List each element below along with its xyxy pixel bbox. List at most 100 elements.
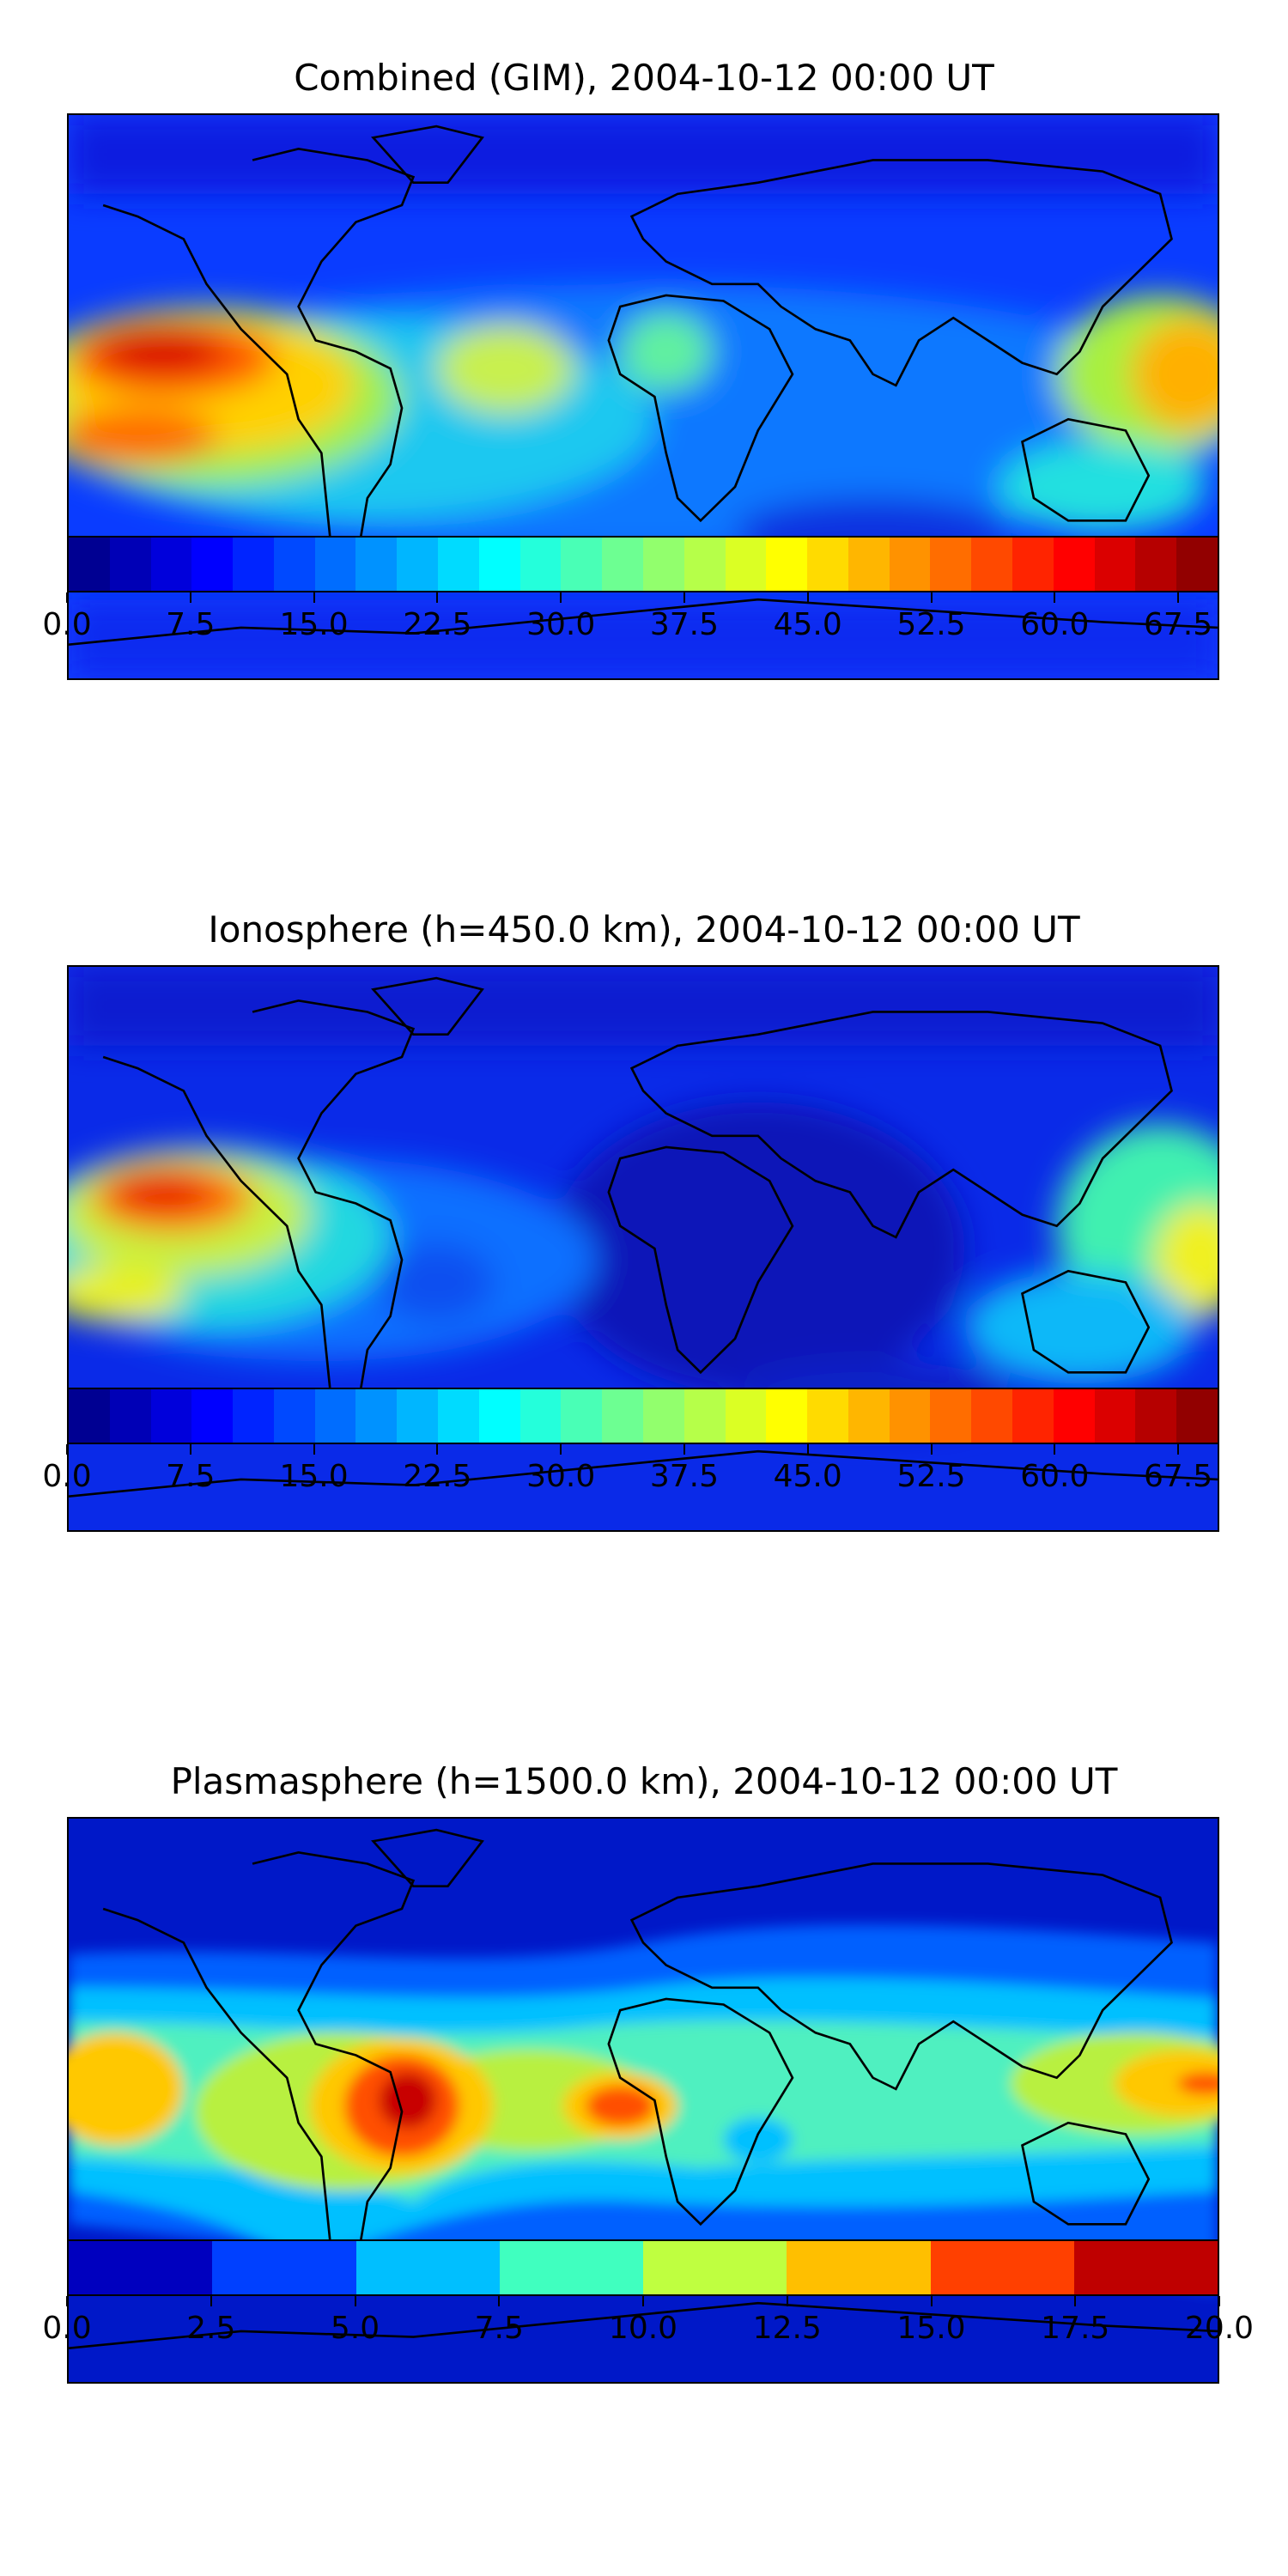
colorbar-tick (313, 1444, 315, 1455)
colorbar-tick (1177, 1444, 1180, 1455)
colorbar-tick (930, 592, 933, 603)
colorbar-segment (683, 538, 726, 591)
colorbar-segment (889, 1389, 931, 1443)
colorbar-tick-label: 60.0 (1020, 1459, 1090, 1494)
colorbar-segment (766, 1389, 808, 1443)
colorbar-segment (478, 538, 520, 591)
colorbar-segment (1053, 538, 1095, 591)
map-title-combined: Combined (GIM), 2004-10-12 00:00 UT (294, 57, 994, 99)
coastlines (69, 125, 1218, 646)
colorbar-segment (397, 538, 439, 591)
colorbar-segment (314, 1389, 356, 1443)
colorbar-segment (971, 538, 1012, 591)
colorbar-segment (109, 1389, 151, 1443)
colorbar-tick (930, 2296, 933, 2306)
colorbar-tick (683, 1444, 685, 1455)
colorbar-tick-label: 15.0 (279, 607, 349, 642)
colorbar-segment (355, 1389, 398, 1443)
colorbar-segment (1094, 538, 1136, 591)
colorbar-segment (519, 538, 562, 591)
colorbar-tick-label: 67.5 (1143, 1459, 1213, 1494)
colorbar-segment (642, 1389, 684, 1443)
colorbar-segment (355, 538, 398, 591)
colorbar-segment (69, 2241, 213, 2294)
colorbar-tick-label: 15.0 (279, 1459, 349, 1494)
colorbar-ticks-combined: 0.0 7.5 15.0 22.5 30.0 37.5 45.0 52.5 60.0 67.5 (42, 592, 1219, 644)
colorbar-tick-label: 37.5 (649, 607, 719, 642)
colorbar-tick-label: 52.5 (896, 607, 966, 642)
colorbar-tick (806, 1444, 809, 1455)
colorbar-segment (1053, 1389, 1095, 1443)
colorbar-segment (191, 538, 234, 591)
colorbar-tick-label: 30.0 (526, 1459, 596, 1494)
colorbar-segment (683, 1389, 726, 1443)
colorbar-tick-label: 7.5 (166, 607, 216, 642)
colorbar-tick-label: 0.0 (42, 607, 92, 642)
colorbar-tick-label: 5.0 (330, 2311, 380, 2346)
colorbar-tick (560, 592, 562, 603)
map-title-plasmasphere: Plasmasphere (h=1500.0 km), 2004-10-12 0… (170, 1760, 1118, 1802)
colorbar-segment (725, 538, 767, 591)
colorbar-tick-label: 60.0 (1020, 607, 1090, 642)
colorbar-segment (397, 1389, 439, 1443)
colorbar-segment (930, 538, 972, 591)
colorbar-segment (191, 1389, 234, 1443)
colorbar-segment (273, 538, 315, 591)
colorbar-tick-label: 7.5 (474, 2311, 524, 2346)
colorbar-segment (233, 1389, 274, 1443)
colorbar-tick (1054, 1444, 1056, 1455)
colorbar-segment (150, 1389, 192, 1443)
colorbar-tick (436, 592, 439, 603)
colorbar-segment (930, 2241, 1074, 2294)
map-title-ionosphere: Ionosphere (h=450.0 km), 2004-10-12 00:0… (208, 908, 1080, 951)
colorbar-tick (436, 1444, 439, 1455)
colorbar-ionosphere (67, 1388, 1219, 1444)
colorbar-segment (314, 538, 356, 591)
colorbar-segment (1176, 1389, 1218, 1443)
colorbar-tick (1054, 592, 1056, 603)
colorbar-segment (273, 1389, 315, 1443)
colorbar-tick (189, 1444, 191, 1455)
colorbar-segment (602, 538, 643, 591)
colorbar-tick (930, 1444, 933, 1455)
colorbar-segment (69, 538, 110, 591)
colorbar-segment (642, 538, 684, 591)
colorbar-segment (109, 538, 151, 591)
colorbar-tick-label: 67.5 (1143, 607, 1213, 642)
colorbar-segment (478, 1389, 520, 1443)
colorbar-combined (67, 536, 1219, 592)
colorbar-segment (971, 1389, 1012, 1443)
colorbar-tick (786, 2296, 788, 2306)
colorbar-segment (1012, 538, 1054, 591)
colorbar-segment (930, 1389, 972, 1443)
colorbar-segment (602, 1389, 643, 1443)
colorbar-segment (725, 1389, 767, 1443)
colorbar-tick-label: 10.0 (608, 2311, 678, 2346)
colorbar-segment (519, 1389, 562, 1443)
colorbar-segment (643, 2241, 787, 2294)
colorbar-tick-label: 22.5 (403, 607, 472, 642)
colorbar-segment (1073, 2241, 1218, 2294)
colorbar-segment (1176, 538, 1218, 591)
colorbar-segment (438, 1389, 479, 1443)
colorbar-tick (313, 592, 315, 603)
colorbar-tick (1177, 592, 1180, 603)
colorbar-tick (354, 2296, 356, 2306)
colorbar-segment (807, 538, 848, 591)
colorbar-tick-label: 15.0 (896, 2311, 966, 2346)
colorbar-tick (66, 592, 68, 603)
colorbar-segment (438, 538, 479, 591)
colorbar-tick (66, 2296, 68, 2306)
colorbar-tick-label: 17.5 (1041, 2311, 1110, 2346)
colorbar-tick (66, 1444, 68, 1455)
colorbar-ticks-ionosphere: 0.0 7.5 15.0 22.5 30.0 37.5 45.0 52.5 60.0 67.5 (42, 1444, 1219, 1496)
colorbar-tick (1074, 2296, 1077, 2306)
colorbar-segment (848, 1389, 890, 1443)
colorbar-segment (561, 1389, 603, 1443)
colorbar-segment (807, 1389, 848, 1443)
colorbar-segment (233, 538, 274, 591)
colorbar-segment (889, 538, 931, 591)
colorbar-ticks-plasmasphere: 0.0 2.5 5.0 7.5 10.0 12.5 15.0 17.5 20.0 (42, 2296, 1254, 2348)
colorbar-segment (69, 1389, 110, 1443)
colorbar-tick-label: 30.0 (526, 607, 596, 642)
